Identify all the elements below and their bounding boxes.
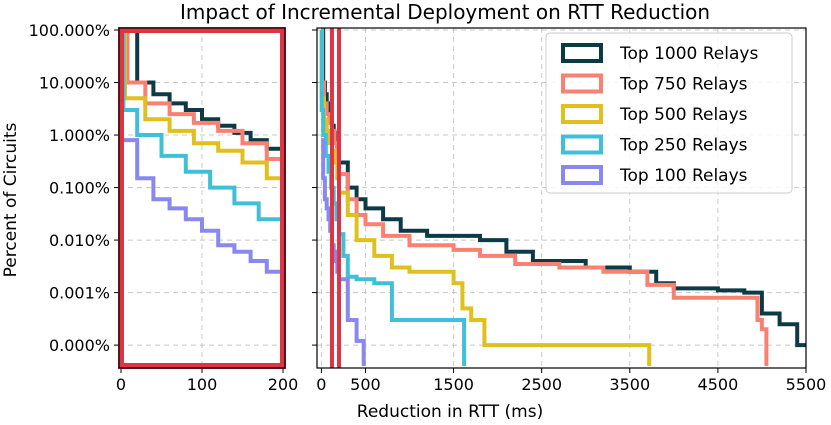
x-tick-label: 2500 — [521, 375, 562, 394]
series-line-3 — [319, 28, 652, 366]
x-tick-label: 200 — [268, 375, 299, 394]
x-tick-label: 5500 — [786, 375, 827, 394]
legend-box — [545, 32, 793, 194]
legend-swatch-5 — [561, 165, 603, 185]
chart-title: Impact of Incremental Deployment on RTT … — [180, 0, 710, 24]
legend-label-3: Top 500 Relays — [619, 105, 748, 125]
series-line-4 — [319, 28, 467, 366]
y-tick-label: 1.000% — [49, 126, 110, 145]
series-line-5 — [121, 138, 285, 280]
x-tick-label: 0 — [116, 375, 126, 394]
legend-label-4: Top 250 Relays — [619, 136, 748, 156]
axes-frame — [118, 27, 286, 369]
legend-swatch-2 — [561, 73, 603, 94]
series-line-4 — [121, 28, 285, 235]
x-tick-label: 100 — [187, 375, 218, 394]
x-tick-label: 1500 — [433, 375, 474, 394]
series-line-2 — [320, 28, 769, 366]
x-tick-label: 4500 — [698, 375, 739, 394]
legend-label-5: Top 100 Relays — [619, 166, 748, 186]
legend-swatch-1 — [561, 43, 603, 63]
legend: Top 1000 Relays Top 750 Relays Top 500 Rel… — [545, 32, 793, 194]
x-tick-label: 3500 — [609, 375, 650, 394]
x-tick-label: 500 — [350, 375, 381, 394]
series-line-1 — [121, 28, 285, 163]
y-tick-label: 0.000% — [49, 336, 110, 355]
series-group — [121, 28, 285, 280]
axes-frame — [316, 27, 807, 369]
zoom-highlight-border — [118, 27, 286, 369]
x-tick-label: 0 — [316, 375, 326, 394]
x-axis-label: Reduction in RTT (ms) — [357, 402, 543, 422]
series-line-3 — [121, 28, 285, 193]
chart-panels: 100.000% 10.000% 1.000% 0.100% 0.010% 0.001% 0… — [29, 21, 827, 394]
y-tick-label: 100.000% — [29, 21, 110, 40]
legend-label-2: Top 750 Relays — [619, 75, 748, 95]
y-tick-label: 0.010% — [49, 231, 110, 250]
legend-swatch-3 — [561, 104, 603, 124]
series-line-2 — [121, 28, 285, 175]
legend-label-1: Top 1000 Relays — [619, 44, 758, 64]
panel-zoom: 100.000% 10.000% 1.000% 0.100% 0.010% 0.001% 0… — [29, 21, 299, 394]
y-tick-label: 0.100% — [49, 179, 110, 198]
legend-swatch-4 — [561, 134, 603, 155]
y-tick-label: 0.001% — [49, 284, 110, 303]
y-axis-label: Percent of Circuits — [1, 122, 21, 277]
y-tick-label: 10.000% — [39, 74, 110, 93]
